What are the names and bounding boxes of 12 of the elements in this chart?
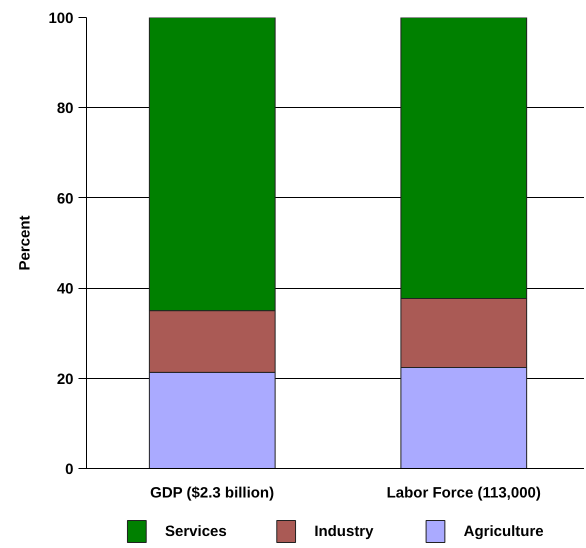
x-tick-label: GDP ($2.3 billion)	[150, 484, 274, 502]
y-tick-label: 40	[56, 280, 74, 298]
y-axis-title: Percent	[16, 215, 34, 271]
legend-label: Agriculture	[464, 523, 544, 540]
x-tick-label: Labor Force (113,000)	[386, 484, 541, 502]
y-tick-label: 20	[56, 370, 74, 388]
legend-label: Industry	[314, 523, 374, 540]
y-tick-label: 0	[65, 461, 74, 478]
legend-label: Services	[165, 523, 227, 540]
y-tick-label: 100	[48, 10, 74, 27]
y-tick-label: 60	[56, 190, 74, 208]
y-tick-label: 80	[56, 100, 74, 118]
